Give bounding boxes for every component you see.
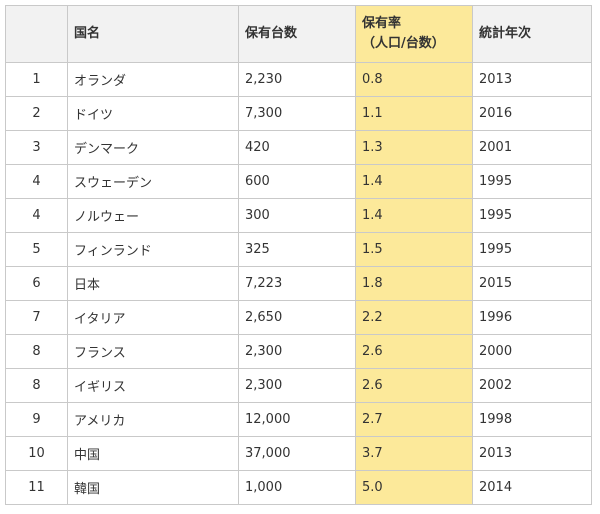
header-rate-line2: （人口/台数） — [362, 36, 445, 51]
cell-year: 2013 — [472, 62, 592, 97]
table-body: 1 オランダ 2,230 0.8 2013 2 ドイツ 7,300 1.1 2016 3 デンマーク 4… — [5, 62, 592, 505]
cell-country: ノルウェー — [67, 198, 239, 233]
header-count: 保有台数 — [238, 5, 356, 63]
cell-count: 600 — [238, 164, 356, 199]
header-rank — [5, 5, 68, 63]
cell-count: 7,223 — [238, 266, 356, 301]
cell-count: 37,000 — [238, 436, 356, 471]
cell-count: 1,000 — [238, 470, 356, 505]
cell-rank: 8 — [5, 334, 68, 369]
cell-country: イギリス — [67, 368, 239, 403]
cell-count: 325 — [238, 232, 356, 267]
header-rate: 保有率 （人口/台数） — [355, 5, 473, 63]
cell-rate: 3.7 — [355, 436, 473, 471]
header-year: 統計年次 — [472, 5, 592, 63]
cell-rank: 10 — [5, 436, 68, 471]
cell-rate: 0.8 — [355, 62, 473, 97]
header-rate-line1: 保有率 — [362, 16, 402, 31]
cell-count: 7,300 — [238, 96, 356, 131]
table-row: 8 フランス 2,300 2.6 2000 — [5, 334, 592, 369]
header-country: 国名 — [67, 5, 239, 63]
cell-rank: 5 — [5, 232, 68, 267]
cell-country: イタリア — [67, 300, 239, 335]
cell-year: 2001 — [472, 130, 592, 165]
cell-rank: 4 — [5, 198, 68, 233]
cell-country: 中国 — [67, 436, 239, 471]
cell-rank: 11 — [5, 470, 68, 505]
cell-country: スウェーデン — [67, 164, 239, 199]
cell-rank: 3 — [5, 130, 68, 165]
table-container: 国名 保有台数 保有率 （人口/台数） 統計年次 1 オランダ 2,230 0.8 20… — [5, 5, 595, 505]
cell-year: 2013 — [472, 436, 592, 471]
cell-rank: 2 — [5, 96, 68, 131]
cell-count: 2,300 — [238, 368, 356, 403]
cell-count: 2,650 — [238, 300, 356, 335]
cell-count: 12,000 — [238, 402, 356, 437]
cell-rate: 1.4 — [355, 164, 473, 199]
cell-rate: 1.4 — [355, 198, 473, 233]
cell-rank: 9 — [5, 402, 68, 437]
table-row: 10 中国 37,000 3.7 2013 — [5, 436, 592, 471]
table-row: 3 デンマーク 420 1.3 2001 — [5, 130, 592, 165]
cell-rate: 5.0 — [355, 470, 473, 505]
cell-country: ドイツ — [67, 96, 239, 131]
cell-rank: 1 — [5, 62, 68, 97]
cell-rate: 1.1 — [355, 96, 473, 131]
table-row: 9 アメリカ 12,000 2.7 1998 — [5, 402, 592, 437]
cell-country: アメリカ — [67, 402, 239, 437]
table-row: 7 イタリア 2,650 2.2 1996 — [5, 300, 592, 335]
cell-year: 2000 — [472, 334, 592, 369]
cell-country: デンマーク — [67, 130, 239, 165]
table-row: 6 日本 7,223 1.8 2015 — [5, 266, 592, 301]
cell-count: 2,300 — [238, 334, 356, 369]
table-row: 2 ドイツ 7,300 1.1 2016 — [5, 96, 592, 131]
cell-rate: 2.6 — [355, 368, 473, 403]
table-row: 8 イギリス 2,300 2.6 2002 — [5, 368, 592, 403]
table-row: 1 オランダ 2,230 0.8 2013 — [5, 62, 592, 97]
cell-year: 1996 — [472, 300, 592, 335]
table-row: 5 フィンランド 325 1.5 1995 — [5, 232, 592, 267]
cell-rate: 2.6 — [355, 334, 473, 369]
cell-country: フィンランド — [67, 232, 239, 267]
cell-rate: 1.5 — [355, 232, 473, 267]
cell-year: 1998 — [472, 402, 592, 437]
cell-year: 1995 — [472, 198, 592, 233]
cell-rate: 1.3 — [355, 130, 473, 165]
cell-country: 韓国 — [67, 470, 239, 505]
cell-year: 1995 — [472, 232, 592, 267]
cell-country: 日本 — [67, 266, 239, 301]
table-row: 4 ノルウェー 300 1.4 1995 — [5, 198, 592, 233]
cell-rank: 6 — [5, 266, 68, 301]
cell-year: 2016 — [472, 96, 592, 131]
cell-year: 2014 — [472, 470, 592, 505]
cell-rate: 2.7 — [355, 402, 473, 437]
cell-country: フランス — [67, 334, 239, 369]
cell-year: 2015 — [472, 266, 592, 301]
cell-rank: 7 — [5, 300, 68, 335]
cell-year: 1995 — [472, 164, 592, 199]
cell-rank: 4 — [5, 164, 68, 199]
cell-year: 2002 — [472, 368, 592, 403]
cell-count: 300 — [238, 198, 356, 233]
table-row: 11 韓国 1,000 5.0 2014 — [5, 470, 592, 505]
cell-count: 2,230 — [238, 62, 356, 97]
cell-country: オランダ — [67, 62, 239, 97]
header-row: 国名 保有台数 保有率 （人口/台数） 統計年次 — [5, 5, 592, 63]
bicycle-ownership-table: 国名 保有台数 保有率 （人口/台数） 統計年次 1 オランダ 2,230 0.8 20… — [5, 5, 592, 505]
cell-rate: 1.8 — [355, 266, 473, 301]
cell-count: 420 — [238, 130, 356, 165]
cell-rank: 8 — [5, 368, 68, 403]
cell-rate: 2.2 — [355, 300, 473, 335]
table-row: 4 スウェーデン 600 1.4 1995 — [5, 164, 592, 199]
